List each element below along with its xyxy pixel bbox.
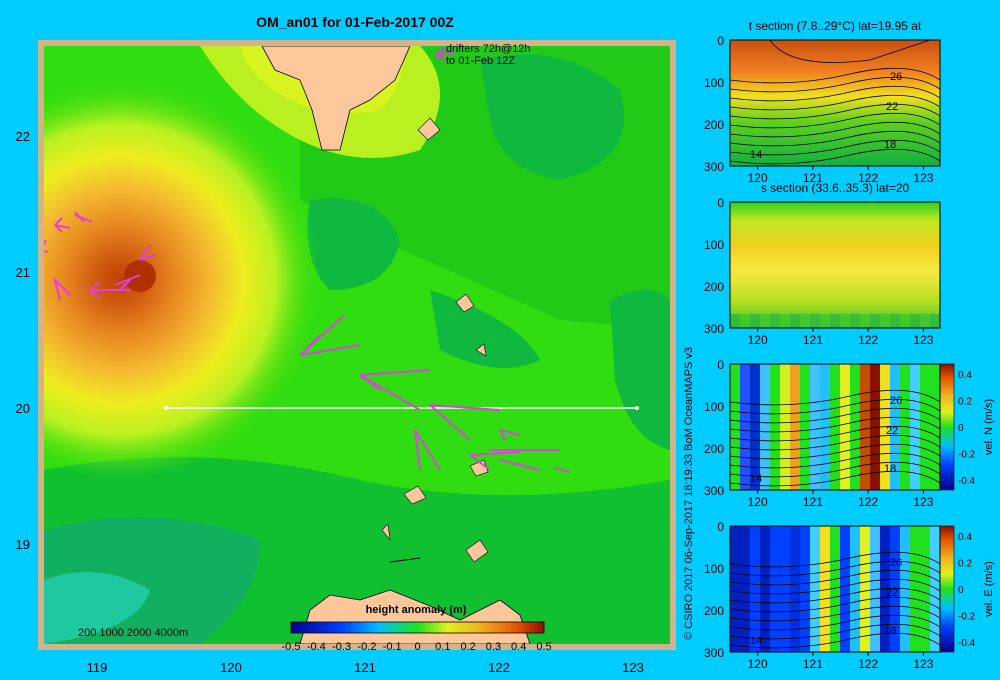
panel-x-tick: 120 <box>748 495 768 509</box>
colorbar-tick: -0.2 <box>357 641 376 653</box>
land-taiwan <box>261 46 411 151</box>
colorbar-label: vel. N (m/s) <box>983 399 995 455</box>
contour-label: 18 <box>884 139 896 151</box>
contour-label: 26 <box>890 71 902 83</box>
contour-label: 26 <box>890 557 902 569</box>
panel-y-tick: 300 <box>704 484 724 498</box>
panel-x-tick: 120 <box>748 171 768 185</box>
panel-x-tick: 122 <box>858 333 878 347</box>
contour-label: 26 <box>890 395 902 407</box>
panel-y-tick: 100 <box>704 562 724 576</box>
panel-y-tick: 200 <box>704 118 724 132</box>
panel-y-tick: 200 <box>704 280 724 294</box>
contour-label: 22 <box>886 425 898 437</box>
colorbar-tick: 0 <box>958 585 964 596</box>
panel-x-tick: 123 <box>913 657 933 671</box>
colorbar-tick: -0.2 <box>958 450 976 461</box>
map-y-tick: 19 <box>16 537 30 552</box>
section-panel-1: t section (7.8..29°C) lat=19.95 at 26 22 18… <box>704 19 941 185</box>
contour-label: 22 <box>886 101 898 113</box>
panel-x-tick: 122 <box>858 495 878 509</box>
map-y-tick: 20 <box>16 401 30 416</box>
panel-x-tick: 121 <box>803 657 823 671</box>
depth-legend: 200 1000 2000 4000m <box>78 627 188 639</box>
drifters-label-1: drifters 72h@12h <box>446 43 531 55</box>
panel-x-tick: 123 <box>913 333 933 347</box>
panel-x-tick: 120 <box>748 657 768 671</box>
contour-label: 14 <box>750 473 762 485</box>
panel-x-tick: 121 <box>803 495 823 509</box>
section-panel-4: 0.4 0.2 0 -0.2 -0.4 vel. E (m/s) 26 22 18 14 120 12… <box>704 520 995 671</box>
contour-label: 14 <box>750 149 762 161</box>
map-y-tick: 21 <box>16 265 30 280</box>
section-panel-2: s section (33.6..35.3) lat=20 120 121 122 12… <box>704 181 941 347</box>
map-x-tick: 123 <box>622 660 644 675</box>
colorbar-tick: -0.3 <box>332 641 351 653</box>
panel-x-tick: 123 <box>913 495 933 509</box>
colorbar-tick: -0.4 <box>307 641 326 653</box>
panel-x-tick: 120 <box>748 333 768 347</box>
panel-x-tick: 123 <box>913 171 933 185</box>
map-x-tick: 120 <box>220 660 242 675</box>
height-colorbar: height anomaly (m) -0.5 -0.4 -0.3 -0.2 -0.1 0… <box>282 604 552 653</box>
map-title: OM_an01 for 01-Feb-2017 00Z <box>256 14 454 30</box>
colorbar-tick: -0.5 <box>282 641 301 653</box>
panel-y-tick: 0 <box>717 520 724 534</box>
colorbar-label: vel. E (m/s) <box>983 561 995 617</box>
colorbar-tick: 0.2 <box>460 641 475 653</box>
panel-x-tick: 122 <box>858 171 878 185</box>
map-y-ticks: 22 21 20 19 <box>16 129 30 552</box>
colorbar-tick: 0.4 <box>958 370 972 381</box>
colorbar-tick: 0 <box>958 423 964 434</box>
panel-y-tick: 0 <box>717 196 724 210</box>
panel-y-tick: 300 <box>704 160 724 174</box>
map-frame: drifters 72h@12h to 01-Feb 12Z 200 1000 … <box>38 40 676 650</box>
map-x-tick: 122 <box>488 660 510 675</box>
colorbar-tick: 0.4 <box>511 641 526 653</box>
panel-y-tick: 300 <box>704 646 724 660</box>
panel-y-tick: 200 <box>704 604 724 618</box>
panel-y-tick: 100 <box>704 76 724 90</box>
panel-y-tick: 0 <box>717 358 724 372</box>
panel-y-tick: 100 <box>704 238 724 252</box>
credit-text: © CSIRO 2017 06-Sep-2017 18:19:33 BoM Oc… <box>683 347 695 640</box>
colorbar-tick: 0 <box>414 641 420 653</box>
colorbar-tick: -0.4 <box>958 638 976 649</box>
panel-x-tick: 121 <box>803 333 823 347</box>
warm-eddy <box>44 80 320 480</box>
colorbar-tick: 0.5 <box>536 641 551 653</box>
colorbar-tick: 0.4 <box>958 532 972 543</box>
contour-label: 18 <box>884 625 896 637</box>
colorbar-tick: 0.2 <box>958 559 972 570</box>
panel-title: t section (7.8..29°C) lat=19.95 at <box>749 19 922 33</box>
panel-x-tick: 121 <box>803 171 823 185</box>
contour-label: 22 <box>886 587 898 599</box>
contour-label: 14 <box>750 635 762 647</box>
panel-y-tick: 300 <box>704 322 724 336</box>
contour-label: 18 <box>884 463 896 475</box>
colorbar-tick: 0.3 <box>486 641 501 653</box>
colorbar-tick: -0.1 <box>383 641 402 653</box>
colorbar-tick: -0.2 <box>958 612 976 623</box>
map-x-tick: 121 <box>354 660 376 675</box>
map-y-tick: 22 <box>16 129 30 144</box>
section-panel-3: 0.4 0.2 0 -0.2 -0.4 vel. N (m/s) 26 22 18 14 120 12… <box>704 358 995 509</box>
drifters-label-2: to 01-Feb 12Z <box>446 55 515 67</box>
panel-y-tick: 0 <box>717 34 724 48</box>
colorbar-tick: 0.1 <box>435 641 450 653</box>
map-x-tick: 119 <box>87 660 108 675</box>
colorbar-tick: 0.2 <box>958 397 972 408</box>
colorbar-tick: -0.4 <box>958 476 976 487</box>
panel-x-tick: 122 <box>858 657 878 671</box>
panel-title: s section (33.6..35.3) lat=20 <box>761 181 910 195</box>
panel-y-tick: 200 <box>704 442 724 456</box>
map-x-ticks: 119 120 121 122 123 <box>87 660 644 675</box>
colorbar-title: height anomaly (m) <box>366 604 467 616</box>
drifter-tracks <box>44 47 571 473</box>
panel-y-tick: 100 <box>704 400 724 414</box>
